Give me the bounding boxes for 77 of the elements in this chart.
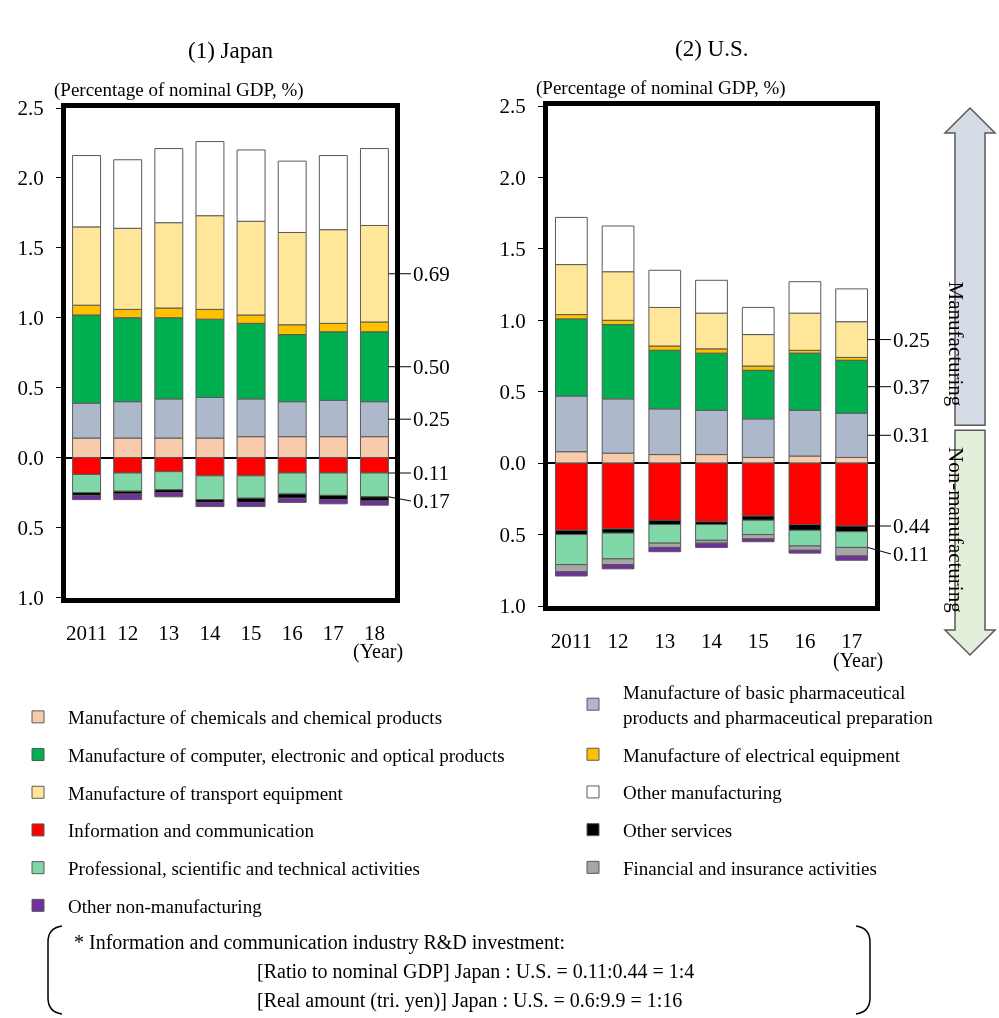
data-label: 0.37: [893, 375, 930, 399]
bar: [277, 497, 307, 503]
x-tick-label: 14: [701, 629, 723, 654]
legend-label: Other manufacturing: [623, 782, 783, 804]
data-label: 0.25: [413, 407, 450, 431]
x-tick-label: 14: [199, 620, 221, 645]
bar: [359, 500, 389, 506]
y-tick-label: 2.0: [499, 165, 526, 190]
text: [Ratio to nominal GDP] Japan : U.S. = 0.11:0.44 = 1:4: [257, 960, 695, 983]
bar: [788, 549, 822, 554]
y-tick-label: 2.0: [17, 166, 44, 191]
bar: [154, 492, 184, 498]
y-tick-label: 1.0: [17, 585, 44, 610]
x-tick-label: 12: [607, 629, 629, 654]
legend-label: Manufacture of electrical equipment: [623, 744, 901, 766]
text: Non-manufacturing: [944, 447, 969, 614]
legend-label: Financial and insurance activities: [623, 857, 877, 879]
bar: [648, 524, 682, 544]
y-tick-label: 1.0: [499, 308, 526, 333]
x-tick-label: 2011: [65, 620, 108, 645]
text: Manufacturing: [943, 281, 968, 407]
y-tick-label: 0.0: [499, 451, 526, 476]
x-tick-label: 15: [240, 620, 262, 645]
legend-label: Other non-manufacturing: [68, 895, 263, 917]
annotation: 0.17: [413, 489, 450, 513]
y-tick-label: 1.5: [499, 237, 526, 262]
y-tick-label: 1.0: [499, 594, 526, 619]
bar: [648, 546, 682, 553]
x-tick-label: 13: [158, 620, 180, 645]
data-label: 0.25: [893, 328, 930, 352]
chart-title: (2) U.S.: [675, 36, 749, 61]
annotation: 0.11: [893, 542, 929, 566]
x-tick-label: 15: [747, 629, 769, 654]
y-tick-label: 1.5: [17, 236, 44, 261]
legend-label: Manufacture of computer, electronic and optical products: [68, 744, 505, 766]
y-tick-label: 1.0: [17, 306, 44, 331]
y-tick-label: 0.5: [499, 380, 526, 405]
x-tick-label: 2011: [550, 629, 592, 654]
bar: [113, 493, 143, 501]
legend-label: Manufacture of chemicals and chemical products: [68, 707, 443, 729]
annotation: 0.11: [413, 461, 449, 485]
bar: [741, 538, 775, 543]
bar: [195, 501, 225, 508]
bar: [741, 519, 775, 536]
y-tick-label: 0.5: [17, 376, 44, 401]
y-tick-label: 2.5: [17, 96, 44, 121]
x-tick-label: 12: [117, 620, 139, 645]
x-tick-label: 16: [281, 620, 303, 645]
bar: [236, 501, 266, 508]
y-tick-label: 0.5: [17, 515, 44, 540]
legend-label: Manufacture of basic pharmaceutical products and pharmaceutical preparation: [623, 682, 934, 728]
bar: [72, 494, 102, 501]
data-label: 0.69: [413, 262, 450, 286]
bar: [741, 462, 775, 517]
data-label: 0.50: [413, 355, 450, 379]
legend-label: Information and communication: [68, 820, 315, 842]
bar: [695, 524, 728, 541]
x-tick-label: 17: [322, 620, 344, 645]
annotation: 0.44: [893, 514, 931, 538]
legend-label: Professional, scientific and technical activities: [68, 858, 420, 880]
x-tick-label: 16: [794, 629, 816, 654]
text: [Real amount (tri. yen)] Japan : U.S. = 0.6:9.9 = 1:16: [257, 989, 683, 1012]
bar: [601, 532, 635, 560]
y-axis-title: (Percentage of nominal GDP, %): [536, 77, 786, 99]
bar: [695, 542, 728, 548]
bar: [835, 462, 869, 527]
text: * Information and communication industry R&D investment:: [74, 931, 566, 954]
bar: [318, 499, 348, 505]
chart-title: (1) Japan: [188, 38, 274, 63]
legend-label: Other services: [623, 820, 733, 842]
y-tick-label: 0.0: [17, 445, 44, 470]
legend-label: Manufacture of transport equipment: [68, 782, 344, 804]
y-tick-label: 2.5: [499, 94, 526, 119]
x-tick-label: 13: [654, 629, 676, 654]
data-label: 0.31: [893, 423, 930, 447]
y-axis-title: (Percentage of nominal GDP, %): [54, 79, 304, 101]
y-tick-label: 0.5: [499, 522, 526, 547]
